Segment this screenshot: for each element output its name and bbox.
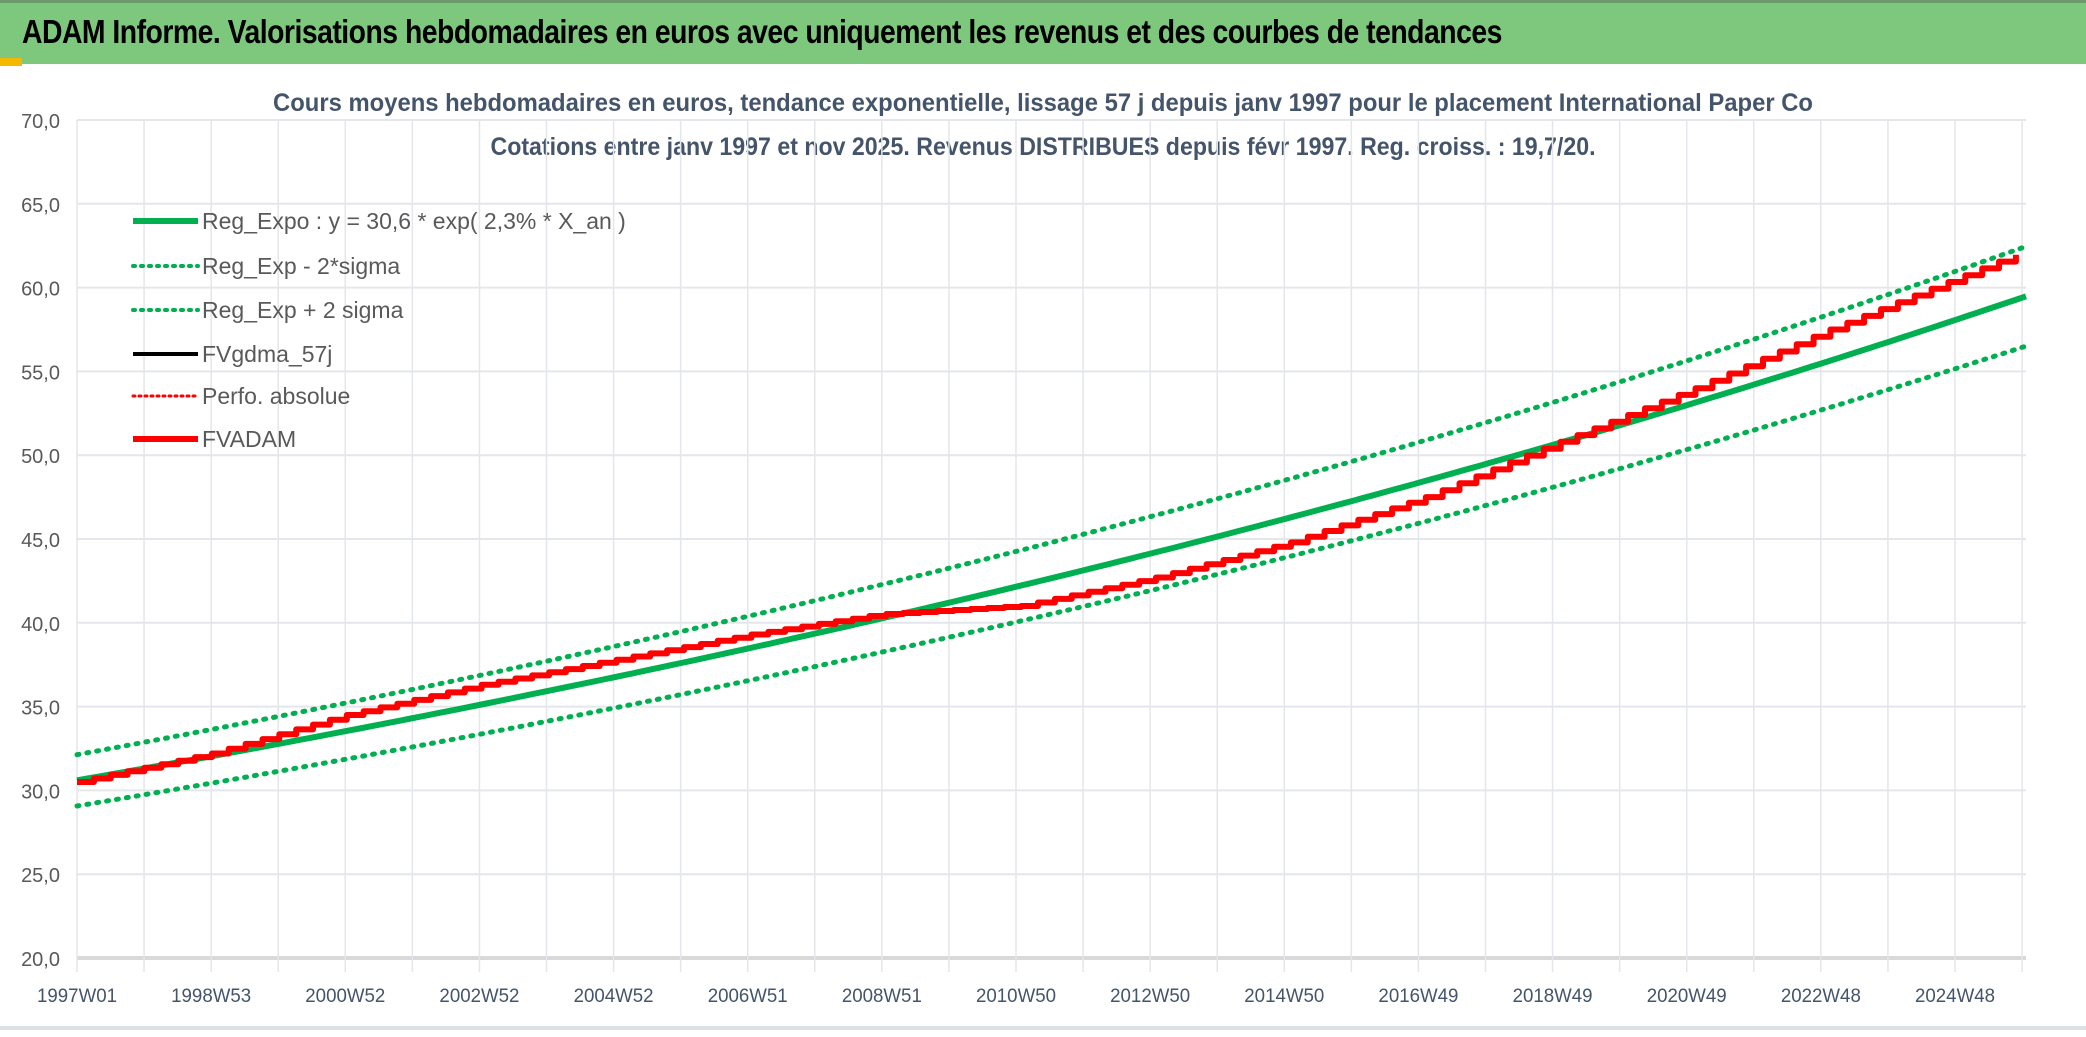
chart-subtitle: Cotations entre janv 1997 et nov 2025. R…	[491, 133, 1596, 161]
legend-label: FVADAM	[202, 426, 296, 452]
x-tick-label: 2006W51	[708, 986, 788, 1007]
x-tick-label: 1998W53	[171, 986, 251, 1007]
legend-label: Reg_Expo : y = 30,6 * exp( 2,3% * X_an )	[202, 208, 626, 234]
y-tick-label: 60,0	[21, 279, 60, 301]
y-tick-label: 70,0	[21, 111, 60, 133]
chart-title: Cours moyens hebdomadaires en euros, ten…	[273, 89, 1813, 117]
reg-exp-plus-2sigma-line	[74, 243, 2029, 758]
y-tick-label: 30,0	[21, 781, 60, 803]
y-tick-label: 55,0	[21, 362, 60, 384]
y-tick-label: 50,0	[21, 446, 60, 468]
selection-marker	[0, 58, 22, 66]
fvadam-line	[77, 254, 2019, 785]
legend-label: Reg_Exp - 2*sigma	[202, 253, 400, 279]
y-tick-label: 20,0	[21, 949, 60, 971]
x-tick-label: 2016W49	[1378, 986, 1458, 1007]
legend-label: Perfo. absolue	[202, 383, 350, 409]
y-tick-label: 25,0	[21, 865, 60, 887]
legend-label: FVgdma_57j	[202, 341, 332, 367]
reg-expo-line	[76, 293, 2027, 784]
y-tick-label: 40,0	[21, 614, 60, 636]
x-tick-label: 2008W51	[842, 986, 922, 1007]
y-tick-label: 65,0	[21, 195, 60, 217]
x-tick-label: 2010W50	[976, 986, 1056, 1007]
y-tick-label: 35,0	[21, 698, 60, 720]
x-tick-label: 2020W49	[1647, 986, 1727, 1007]
x-tick-label: 2012W50	[1110, 986, 1190, 1007]
x-tick-label: 2024W48	[1915, 986, 1995, 1007]
x-tick-label: 2018W49	[1513, 986, 1593, 1007]
y-tick-label: 45,0	[21, 530, 60, 552]
x-tick-label: 2000W52	[305, 986, 385, 1007]
reg-exp-minus-2sigma-line	[74, 343, 2029, 809]
x-tick-label: 2014W50	[1244, 986, 1324, 1007]
title-bar: ADAM Informe. Valorisations hebdomadaire…	[0, 0, 2086, 64]
legend-label: Reg_Exp + 2 sigma	[202, 297, 404, 323]
x-tick-label: 2022W48	[1781, 986, 1861, 1007]
x-tick-label: 2004W52	[574, 986, 654, 1007]
x-tick-label: 1997W01	[37, 986, 117, 1007]
page-title: ADAM Informe. Valorisations hebdomadaire…	[22, 13, 1502, 50]
x-tick-label: 2002W52	[439, 986, 519, 1007]
chart: Cours moyens hebdomadaires en euros, ten…	[0, 89, 2086, 1030]
chart-bottom-border	[0, 1026, 2086, 1030]
